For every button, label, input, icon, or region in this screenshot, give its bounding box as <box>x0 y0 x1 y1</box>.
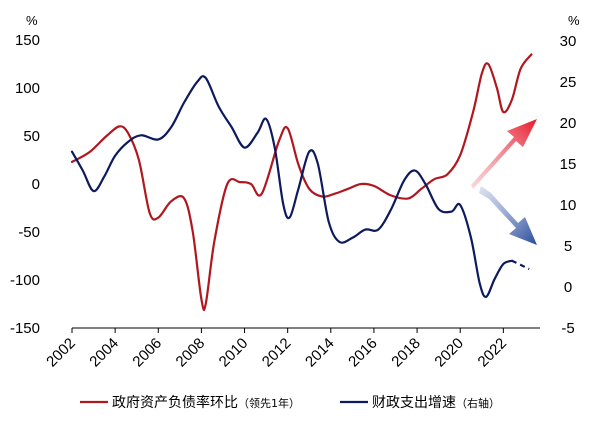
legend-name-fiscal: 财政支出增速 <box>372 395 456 411</box>
right-tick-label: 30 <box>560 33 577 50</box>
right-axis: 30 25 20 15 10 5 0 -5 <box>560 33 577 337</box>
left-tick-label: 0 <box>32 176 40 193</box>
right-tick-label: 25 <box>560 74 577 91</box>
legend-label-government: 政府资产负债率环比（领先1年） <box>112 394 300 411</box>
x-axis: 2002 2004 2006 2008 2010 2012 2014 2016 2018 2020… <box>43 328 510 370</box>
right-tick-label: 10 <box>560 197 577 214</box>
right-tick-label: 15 <box>560 156 577 173</box>
legend-note-government: （领先1年） <box>238 396 300 410</box>
series-line-fiscal <box>70 75 514 298</box>
x-tick-label: 2020 <box>431 335 467 371</box>
down-arrow <box>479 186 537 245</box>
left-axis-unit: % <box>26 13 38 28</box>
right-tick-label: 0 <box>564 279 572 296</box>
x-tick-label: 2018 <box>388 335 424 371</box>
left-tick-label: 100 <box>15 80 40 97</box>
x-tick-label: 2010 <box>216 335 252 371</box>
x-tick-label: 2004 <box>86 335 122 371</box>
right-axis-unit: % <box>568 13 580 28</box>
left-axis: 150 100 50 0 -50 -100 -150 <box>10 32 40 337</box>
legend-note-fiscal: （右轴） <box>456 396 500 410</box>
legend: 政府资产负债率环比（领先1年） 财政支出增速（右轴） <box>80 394 500 411</box>
series-line-fiscal-forecast <box>511 259 530 270</box>
series-layer <box>70 53 533 311</box>
x-tick-label: 2008 <box>173 335 209 371</box>
right-tick-label: 20 <box>560 115 577 132</box>
x-tick-label: 2016 <box>345 335 381 371</box>
x-tick-label: 2022 <box>475 335 511 371</box>
left-tick-label: 50 <box>23 128 40 145</box>
left-tick-label: -150 <box>10 320 40 337</box>
right-tick-label: 5 <box>564 238 572 255</box>
left-tick-label: 150 <box>15 32 40 49</box>
right-tick-label: -5 <box>561 320 574 337</box>
x-tick-label: 2006 <box>129 335 165 371</box>
series-line-government <box>70 53 533 311</box>
x-tick-label: 2002 <box>43 335 79 371</box>
legend-label-fiscal: 财政支出增速（右轴） <box>372 395 500 411</box>
left-tick-label: -100 <box>10 272 40 289</box>
legend-name-government: 政府资产负债率环比 <box>112 394 238 411</box>
left-tick-label: -50 <box>18 224 40 241</box>
up-arrow <box>471 119 537 189</box>
x-tick-label: 2012 <box>259 335 295 371</box>
x-tick-label: 2014 <box>302 335 338 371</box>
